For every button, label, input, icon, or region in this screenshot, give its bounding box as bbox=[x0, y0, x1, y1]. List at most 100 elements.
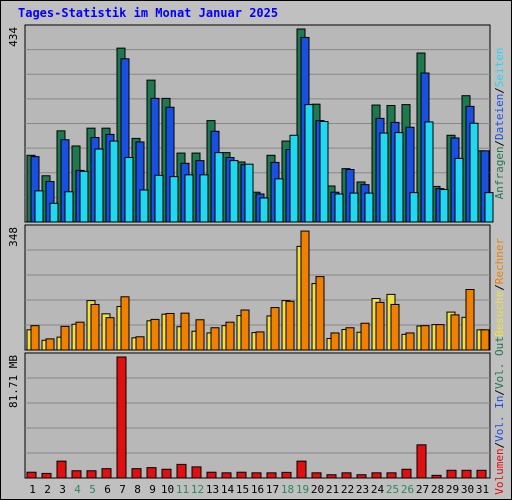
panel-bottom-bar-volumen bbox=[146, 467, 157, 479]
panel-top-legend-item: Dateien bbox=[493, 94, 506, 140]
panel-middle-bar-rechner bbox=[210, 327, 220, 351]
x-tick-label: 23 bbox=[356, 483, 369, 496]
x-tick-label: 2 bbox=[44, 483, 51, 496]
panel-bottom-bar-volumen bbox=[326, 474, 337, 479]
panel-bottom-bar-volumen bbox=[281, 471, 292, 479]
panel-bottom-bar-volumen bbox=[161, 468, 172, 479]
panel-top-bar-seiten bbox=[199, 174, 209, 223]
panel-bottom-bar-volumen bbox=[221, 472, 232, 479]
panel-top-bar-seiten bbox=[94, 148, 104, 223]
panel-middle-bar-rechner bbox=[375, 301, 385, 351]
panel-middle-bar-rechner bbox=[270, 307, 280, 351]
x-tick-label: 29 bbox=[446, 483, 459, 496]
panel-bottom-bar-volumen bbox=[206, 471, 217, 479]
panel-middle-bar-rechner bbox=[330, 332, 340, 351]
x-tick-label: 21 bbox=[326, 483, 339, 496]
panel-middle-bar-rechner bbox=[195, 319, 205, 351]
x-tick-label: 5 bbox=[89, 483, 96, 496]
panel-middle-bar-rechner bbox=[30, 325, 40, 351]
panel-top-bar-seiten bbox=[79, 170, 89, 223]
panel-top-legend-item: / bbox=[493, 140, 506, 147]
panel-middle-bar-rechner bbox=[405, 332, 415, 351]
panel-bottom-bar-volumen bbox=[41, 472, 52, 479]
panel-top-bar-seiten bbox=[244, 163, 254, 223]
panel-middle-bar-rechner bbox=[435, 324, 445, 351]
panel-top-bar-seiten bbox=[109, 140, 119, 223]
panel-bottom-legend-item: Vol. In bbox=[493, 396, 506, 442]
panel-bottom-bar-volumen bbox=[401, 468, 412, 479]
panel-top-bar-seiten bbox=[154, 174, 164, 223]
panel-middle-legend-item: Besuche bbox=[493, 291, 506, 337]
x-tick-label: 12 bbox=[191, 483, 204, 496]
panel-top-bar-seiten bbox=[409, 192, 419, 223]
panel-middle-bar-rechner bbox=[450, 314, 460, 351]
panel-middle-bar-rechner bbox=[420, 325, 430, 351]
panel-middle-bar-rechner bbox=[150, 318, 160, 351]
panel-middle-bar-rechner bbox=[225, 321, 235, 351]
panel-top-bar-seiten bbox=[364, 192, 374, 223]
x-tick-label: 13 bbox=[206, 483, 219, 496]
panel-top-bar-seiten bbox=[169, 176, 179, 223]
panel-top-bar-seiten bbox=[424, 121, 434, 223]
panel-top-bar-seiten bbox=[259, 197, 269, 223]
panel-middle-bar-rechner bbox=[465, 289, 475, 351]
panel-bottom-legend-item: / bbox=[493, 442, 506, 449]
panel-bottom-bar-volumen bbox=[461, 469, 472, 479]
panel-middle-legend-item: / bbox=[493, 284, 506, 291]
x-tick-label: 25 bbox=[386, 483, 399, 496]
panel-top-bar-seiten bbox=[274, 178, 284, 223]
panel-top-legend-item: Anfragen bbox=[493, 146, 506, 199]
panel-top-bar-seiten bbox=[124, 157, 134, 223]
x-tick-label: 3 bbox=[59, 483, 66, 496]
panel-middle-bar-rechner bbox=[165, 312, 175, 351]
x-tick-label: 4 bbox=[74, 483, 81, 496]
panel-bottom-bar-volumen bbox=[191, 466, 202, 479]
panel-bottom-bar-volumen bbox=[296, 460, 307, 479]
panel-bottom-plot-area bbox=[24, 352, 491, 479]
panel-bottom-bar-volumen bbox=[251, 472, 262, 479]
x-tick-label: 20 bbox=[311, 483, 324, 496]
panel-top-bar-seiten bbox=[49, 202, 59, 223]
x-tick-label: 9 bbox=[149, 483, 156, 496]
panel-bottom-bar-volumen bbox=[416, 444, 427, 479]
panel-bottom-bar-volumen bbox=[476, 469, 487, 479]
x-tick-label: 17 bbox=[266, 483, 279, 496]
panel-bottom-legend-item: Vol. Out bbox=[493, 336, 506, 389]
panel-top-bar-seiten bbox=[394, 132, 404, 223]
panel-top-legend-item: Seiten bbox=[493, 47, 506, 87]
panel-top-bar-seiten bbox=[349, 192, 359, 223]
panel-middle-legend-item: Rechner bbox=[493, 237, 506, 284]
x-tick-label: 11 bbox=[176, 483, 189, 496]
x-tick-label: 16 bbox=[251, 483, 264, 496]
panel-top-bar-seiten bbox=[214, 152, 224, 223]
x-tick-label: 30 bbox=[461, 483, 474, 496]
panel-middle-bar-rechner bbox=[360, 322, 370, 351]
x-tick-label: 7 bbox=[119, 483, 126, 496]
x-tick-label: 15 bbox=[236, 483, 249, 496]
x-tick-label: 6 bbox=[104, 483, 111, 496]
panel-middle-bar-rechner bbox=[60, 325, 70, 351]
panel-bottom-legend-item: Volumen bbox=[493, 448, 506, 494]
panel-top-bar-seiten bbox=[454, 157, 464, 223]
panel-top-bar-seiten bbox=[139, 189, 149, 223]
x-tick-label: 27 bbox=[416, 483, 429, 496]
panel-bottom-bar-volumen bbox=[71, 470, 82, 479]
panel-top-bar-seiten bbox=[34, 190, 44, 223]
panel-bottom-bar-volumen bbox=[356, 474, 367, 479]
panel-bottom-bar-volumen bbox=[341, 472, 352, 479]
panel-middle-bar-rechner bbox=[135, 336, 145, 351]
panel-bottom-bar-volumen bbox=[116, 356, 127, 479]
panel-middle-bar-rechner bbox=[240, 309, 250, 351]
x-tick-label: 28 bbox=[431, 483, 444, 496]
panel-top-bar-seiten bbox=[379, 132, 389, 223]
panel-bottom-bar-volumen bbox=[311, 472, 322, 479]
panel-middle-bar-rechner bbox=[45, 338, 55, 351]
panel-top-legend-item: / bbox=[493, 87, 506, 94]
x-tick-label: 10 bbox=[161, 483, 174, 496]
panel-bottom-bar-volumen bbox=[446, 469, 457, 479]
panel-bottom-ymax-label: 81.71 MB bbox=[7, 355, 20, 408]
panel-top-bar-seiten bbox=[469, 122, 479, 223]
panel-bottom-bar-volumen bbox=[266, 472, 277, 479]
